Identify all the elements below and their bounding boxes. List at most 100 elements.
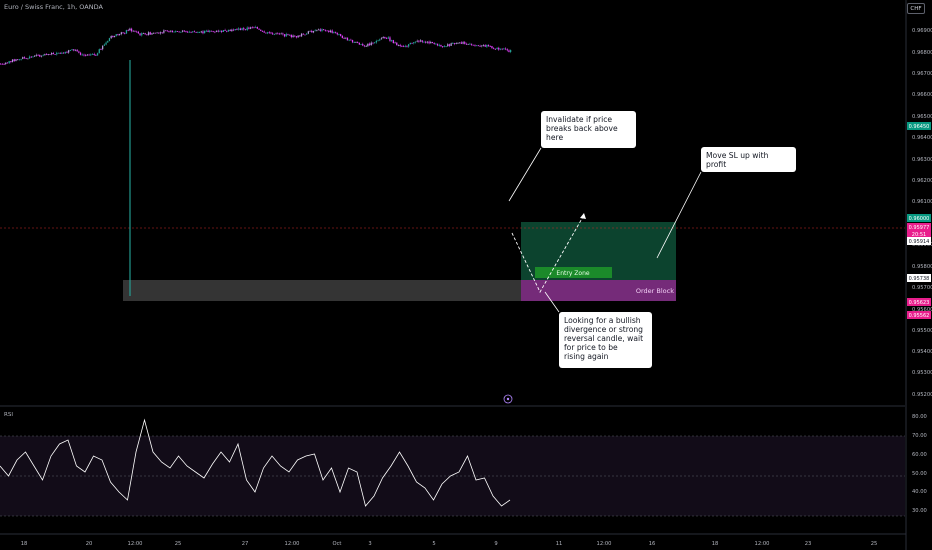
- looking-callout-text-line: reversal candle, wait: [564, 334, 643, 343]
- candle-body: [426, 41, 428, 43]
- candle-body: [501, 48, 503, 50]
- candle-body: [158, 32, 160, 34]
- candle-body: [438, 44, 440, 46]
- candle-body: [226, 30, 228, 32]
- price-tick-label: 0.95500: [912, 328, 932, 334]
- candle-body: [54, 54, 56, 55]
- candle-body: [239, 28, 241, 31]
- alarm-clock-icon-dot: [506, 397, 510, 401]
- candle-body: [49, 54, 51, 55]
- candle-body: [436, 43, 439, 46]
- candle-body: [273, 34, 275, 36]
- candle-body: [270, 32, 272, 34]
- rsi-tick-label: 70.00: [912, 433, 927, 439]
- candle-body: [241, 28, 243, 31]
- candle-body: [198, 32, 201, 34]
- price-tick-label: 0.96400: [912, 135, 932, 141]
- rsi-tick-label: 50.00: [912, 471, 927, 477]
- candle-body: [51, 53, 53, 55]
- candle-body: [124, 33, 126, 35]
- price-label: 20:51: [912, 232, 926, 238]
- rsi-tick-label: 30.00: [912, 508, 927, 514]
- rsi-tick-label: 60.00: [912, 452, 927, 458]
- candle-body: [289, 34, 291, 36]
- candle-body: [209, 30, 211, 32]
- candle-body: [59, 52, 61, 54]
- candle-body: [18, 59, 20, 61]
- candle-body: [496, 47, 498, 49]
- candle-body: [494, 48, 496, 50]
- candle-body: [482, 45, 485, 46]
- candle-body: [183, 30, 185, 32]
- candle-body: [122, 32, 124, 34]
- candle-body: [297, 35, 299, 38]
- candle-body: [0, 63, 2, 65]
- candle-body: [465, 43, 468, 45]
- candle-body: [173, 31, 175, 33]
- candle-body: [491, 46, 493, 49]
- candle-body: [159, 32, 162, 34]
- candle-body: [253, 27, 255, 29]
- candle-body: [117, 34, 119, 35]
- candle-body: [57, 52, 60, 54]
- candle-body: [283, 34, 286, 37]
- candle-body: [23, 57, 26, 59]
- candle-body: [244, 29, 247, 31]
- candle-body: [166, 30, 168, 32]
- candle-body: [260, 29, 262, 31]
- candle-body: [232, 29, 235, 31]
- price-label: 0.95562: [909, 313, 930, 319]
- candle-body: [287, 34, 289, 35]
- candle-body: [333, 31, 335, 33]
- candle-body: [134, 30, 136, 32]
- price-tick-label: 0.96700: [912, 71, 932, 77]
- candle-body: [321, 29, 323, 31]
- candle-body: [375, 40, 377, 43]
- candle-body: [314, 30, 316, 32]
- candle-body: [419, 40, 422, 42]
- candle-body: [88, 54, 90, 56]
- candle-body: [85, 55, 87, 57]
- price-label-bg: [907, 274, 931, 282]
- candle-body: [292, 35, 294, 38]
- candle-body: [144, 33, 146, 35]
- candle-body: [477, 45, 479, 47]
- move-sl-callout-text-line: Move SL up with: [706, 151, 769, 160]
- candle-body: [181, 30, 184, 32]
- candle-body: [27, 58, 29, 60]
- candle-body: [73, 49, 75, 51]
- time-tick-label: 20: [86, 541, 93, 547]
- currency-badge[interactable]: CHF: [907, 3, 925, 14]
- candle-body: [328, 30, 330, 32]
- candle-body: [363, 45, 366, 47]
- alarm-clock-icon: [503, 394, 513, 404]
- candle-body: [102, 45, 104, 50]
- symbol-title[interactable]: Euro / Swiss Franc, 1h, OANDA: [4, 3, 103, 11]
- candle-body: [309, 30, 311, 32]
- candle-body: [151, 33, 153, 35]
- candle-body: [136, 31, 138, 33]
- candle-body: [402, 46, 405, 48]
- candle-body: [416, 40, 418, 42]
- candle-body: [103, 44, 105, 46]
- candle-body: [74, 49, 77, 51]
- candle-body: [510, 50, 512, 52]
- candle-body: [317, 29, 320, 31]
- candle-body: [185, 31, 187, 32]
- candle-body: [353, 42, 355, 44]
- candle-body: [249, 27, 252, 29]
- price-tick-label: 0.95200: [912, 392, 932, 398]
- candle-body: [13, 59, 15, 62]
- candle-body: [171, 30, 173, 33]
- candle-body: [205, 30, 207, 32]
- price-tick-label: 0.96300: [912, 157, 932, 163]
- candle-body: [42, 55, 44, 57]
- candle-body: [107, 41, 109, 43]
- rsi-tick-label: 80.00: [912, 414, 927, 420]
- candle-body: [433, 43, 435, 45]
- candle-body: [147, 32, 150, 35]
- candle-body: [141, 33, 143, 36]
